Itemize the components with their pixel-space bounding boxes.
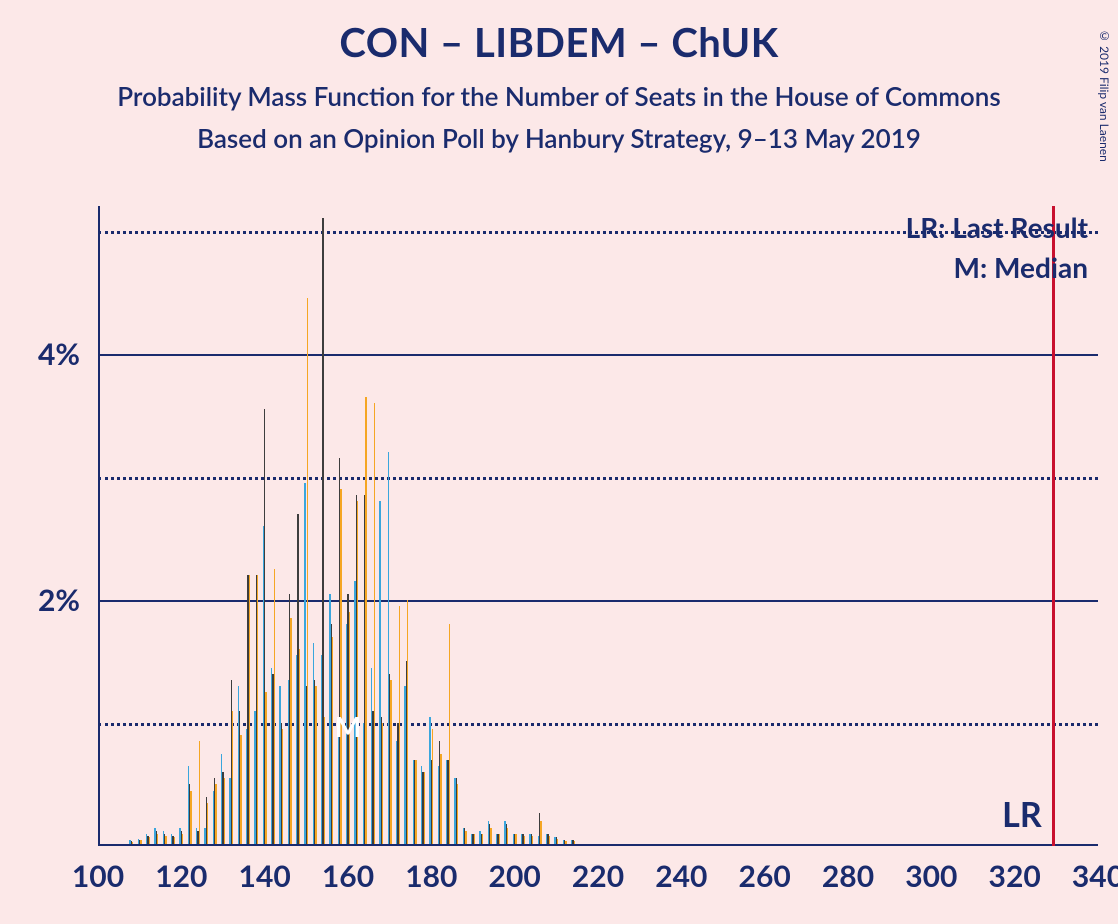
bar (499, 834, 500, 844)
bar (299, 649, 300, 844)
chart-subtitle-2: Based on an Opinion Poll by Hanbury Stra… (0, 122, 1118, 154)
x-tick-label: 100 (72, 858, 124, 894)
bar (440, 754, 441, 844)
x-tick-label: 300 (905, 858, 957, 894)
bar (207, 803, 208, 844)
bar (182, 834, 183, 844)
x-tick-label: 240 (655, 858, 707, 894)
x-tick-label: 140 (239, 858, 291, 894)
last-result-line (1052, 206, 1055, 846)
bar (532, 836, 533, 844)
median-marker: M (335, 709, 361, 743)
bar (507, 828, 508, 844)
bar (407, 600, 408, 844)
bar (157, 834, 158, 844)
chart-area: LR: Last Result M: Median M LR 2% 4% 100 1… (0, 206, 1118, 924)
x-tick-label: 160 (322, 858, 374, 894)
plot-area: LR: Last Result M: Median M LR (98, 206, 1098, 846)
copyright-text: © 2019 Filip van Laenen (1097, 28, 1112, 162)
bar (390, 680, 391, 844)
x-tick-label: 120 (155, 858, 207, 894)
bar (574, 841, 575, 844)
x-tick-label: 280 (822, 858, 874, 894)
bar (382, 723, 383, 844)
bar (257, 575, 258, 844)
bar (432, 729, 433, 844)
bar (557, 839, 558, 844)
bar (265, 692, 266, 844)
bar (140, 840, 141, 844)
bar-container (98, 206, 1098, 846)
bar (515, 834, 516, 844)
bar (290, 618, 291, 844)
legend-last-result: LR: Last Result (906, 210, 1088, 244)
chart-subtitle: Probability Mass Function for the Number… (0, 80, 1118, 112)
x-tick-label: 340 (1072, 858, 1118, 894)
bar (457, 784, 458, 844)
bar (549, 836, 550, 844)
x-tick-label: 320 (989, 858, 1041, 894)
bar (249, 575, 250, 844)
bar (215, 784, 216, 844)
legend-median: M: Median (954, 250, 1088, 284)
bar (240, 735, 241, 844)
x-tick-label: 220 (572, 858, 624, 894)
bar (365, 397, 366, 844)
bar (132, 842, 133, 844)
bar (465, 831, 466, 844)
bar (524, 836, 525, 844)
bar (482, 834, 483, 844)
y-tick-label: 4% (0, 336, 80, 372)
bar (149, 837, 150, 844)
y-tick-label: 2% (0, 582, 80, 618)
bar (449, 624, 450, 844)
bar (307, 298, 308, 844)
bar (174, 837, 175, 844)
bar (415, 760, 416, 844)
bar (324, 717, 325, 844)
bar (224, 778, 225, 844)
x-tick-label: 180 (405, 858, 457, 894)
bar (232, 711, 233, 844)
bar (374, 403, 375, 844)
bar (332, 637, 333, 844)
bar (165, 836, 166, 844)
bar (565, 841, 566, 844)
chart-title: CON – LIBDEM – ChUK (0, 18, 1118, 66)
bar (540, 821, 541, 844)
bar (282, 729, 283, 844)
last-result-marker: LR (1002, 794, 1042, 835)
bar (399, 606, 400, 844)
bar (490, 828, 491, 844)
bar (474, 834, 475, 844)
x-tick-label: 260 (739, 858, 791, 894)
bar (190, 791, 191, 844)
bar (340, 489, 341, 844)
bar (357, 501, 358, 844)
bar (424, 772, 425, 844)
bar (199, 741, 200, 844)
x-tick-label: 200 (489, 858, 541, 894)
bar (315, 686, 316, 844)
bar (274, 569, 275, 844)
